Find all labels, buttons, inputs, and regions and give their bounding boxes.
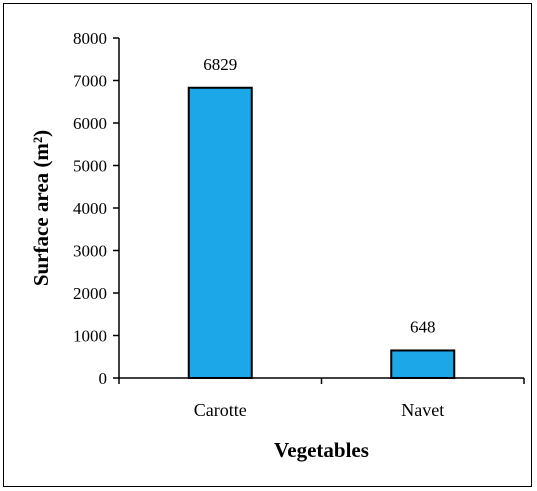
x-axis-title: Vegetables <box>274 438 369 462</box>
y-axis-title: Surface area (m²) <box>29 130 53 286</box>
x-axis-categories: Carotte Navet <box>119 378 524 420</box>
y-tick-label: 2000 <box>73 284 107 303</box>
y-tick-label: 6000 <box>73 114 107 133</box>
y-tick-label: 3000 <box>73 242 107 261</box>
bar-navet <box>391 350 454 378</box>
data-label-carotte: 6829 <box>203 55 237 74</box>
y-tick-label: 0 <box>99 369 108 388</box>
category-label-carotte: Carotte <box>194 400 247 420</box>
y-tick-label: 4000 <box>73 199 107 218</box>
y-tick-label: 1000 <box>73 327 107 346</box>
y-axis-ticks: 0 1000 2000 3000 4000 5000 6000 7000 8000 <box>73 29 119 388</box>
y-tick-label: 8000 <box>73 29 107 48</box>
category-label-navet: Navet <box>401 400 444 420</box>
y-tick-label: 7000 <box>73 72 107 91</box>
bar-carotte <box>189 88 252 378</box>
y-tick-label: 5000 <box>73 157 107 176</box>
data-label-navet: 648 <box>410 317 436 336</box>
